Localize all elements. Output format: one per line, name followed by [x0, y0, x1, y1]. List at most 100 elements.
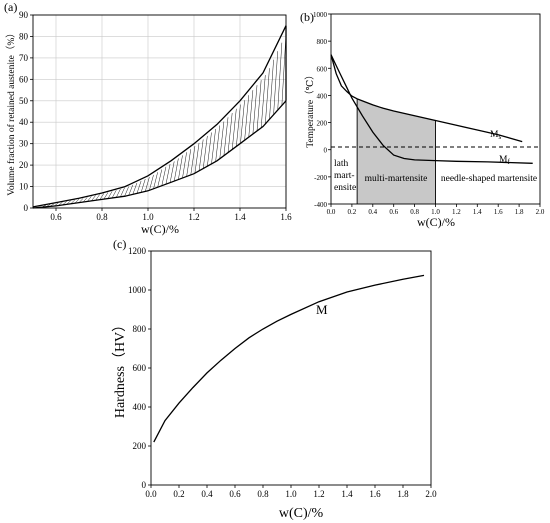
- panel-a-hatch-line: [256, 80, 262, 131]
- panel-c-x-tick-label: 0.2: [173, 489, 184, 499]
- panel-a-hatch-line: [227, 113, 233, 153]
- panel-c-x-tick-label: 1.2: [313, 489, 324, 499]
- panel-a-y-tick-label: 60: [19, 74, 29, 84]
- panel-a-hatch-line: [116, 188, 121, 198]
- panel-b-y-tick-label: -200: [314, 174, 327, 182]
- panel-a-hatch-line: [178, 155, 183, 180]
- panel-a-y-axis-label: Volume fraction of retained austenite（%）: [5, 28, 17, 196]
- panel-b-y-tick-label: 0: [324, 147, 328, 155]
- panel-a-upper-bound-line: [32, 25, 287, 208]
- panel-b-x-tick-label: 2.0: [536, 208, 545, 216]
- panel-b-region-lath-3: ensite: [334, 183, 356, 193]
- panel-b-x-tick-label: 1.0: [431, 208, 440, 216]
- panel-a-hatch-line: [111, 190, 117, 199]
- panel-a-hatch-line: [120, 187, 125, 197]
- panel-a-hatch-line: [260, 75, 266, 128]
- panel-c-x-tick-label: 0.8: [257, 489, 269, 499]
- panel-b-x-tick-label: 1.2: [452, 208, 461, 216]
- panel-a-hatch-line: [198, 139, 204, 171]
- panel-c-y-tick-label: 800: [133, 324, 147, 334]
- panel-b-multi-martensite-region: [357, 98, 436, 204]
- panel-a-y-tick-label: 70: [19, 53, 29, 63]
- panel-c-y-ticks: 0 200 400 600 800 1000 1200: [128, 246, 151, 490]
- panel-c-x-tick-label: 1.4: [341, 489, 353, 499]
- panel-b-region-multi: multi-martensite: [365, 174, 428, 184]
- panel-b-x-tick-label: 1.4: [473, 208, 482, 216]
- panel-a-hatch-line: [140, 178, 146, 193]
- panel-a-hatch-line: [219, 121, 225, 159]
- panel-b-x-tick-label: 0.8: [410, 208, 419, 216]
- panel-a-hatch-line: [165, 164, 171, 185]
- panel-a-hatch-line: [136, 180, 142, 194]
- panel-a-hatch-line: [273, 51, 278, 115]
- panel-a-y-tick-label: 50: [19, 96, 29, 106]
- panel-a-hatch-line: [190, 146, 196, 175]
- panel-a-label: (a): [4, 0, 17, 14]
- panel-b-curves: [330, 54, 533, 204]
- panel-c-axes-frame: [150, 250, 432, 486]
- panel-a-hatch-line: [202, 135, 208, 169]
- panel-b-ms-label: Ms: [490, 130, 501, 141]
- panel-b-x-ticks: 0.0 0.2 0.4 0.6 0.8 1.0 1.2 1.4 1.6 1.8 2.0: [327, 204, 545, 216]
- panel-b-y-tick-label: 1000: [313, 11, 328, 19]
- panel-b-region-lath-2: mart-: [334, 171, 355, 181]
- panel-c-curves: [153, 274, 425, 443]
- panel-c-x-tick-label: 1.6: [369, 489, 381, 499]
- panel-a-y-ticks: 0 10 20 30 40 50 60 70 80 90: [19, 10, 33, 213]
- panel-b-region-needle: needle-shaped martensite: [441, 174, 537, 184]
- panel-b-ms-line: [330, 54, 523, 143]
- panel-b-region-lath-1: lath: [334, 159, 348, 169]
- panel-a-hatch-line: [231, 108, 237, 150]
- panel-c: (c) 0.0 0.2 0.4 0.6 0.8 1.0 1.2 1.4 1.6 1.8 2.0 0 2…: [112, 237, 437, 521]
- panel-a-hatch-line: [236, 104, 241, 147]
- panel-a-x-tick-label: 0.6: [50, 212, 62, 222]
- panel-a-x-tick-label: 1.0: [142, 212, 154, 222]
- panel-a-hatch-line: [248, 90, 254, 138]
- panel-c-y-tick-label: 1200: [128, 246, 147, 256]
- panel-b-y-tick-label: -400: [314, 201, 327, 209]
- panel-b-y-ticks: 1000 800 600 400 200 0 -200 -400: [313, 11, 331, 209]
- panel-a-hatch-line: [194, 142, 200, 174]
- panel-b-y-tick-label: 800: [317, 38, 328, 46]
- panel-b-x-tick-label: 0.4: [368, 208, 377, 216]
- panel-b-mf-line: [330, 54, 533, 164]
- panel-a-y-tick-label: 10: [19, 182, 29, 192]
- panel-c-x-tick-label: 0.0: [145, 489, 157, 499]
- panel-b-x-axis-label: w(C)/%: [417, 215, 455, 229]
- panel-a-hatch-line: [149, 174, 154, 191]
- panel-c-x-tick-label: 0.4: [201, 489, 213, 499]
- panel-a-hatch-line: [153, 172, 158, 189]
- panel-a-hatch-line: [124, 186, 129, 197]
- panel-a-x-tick-label: 1.6: [280, 212, 292, 222]
- panel-a-hatch-line: [107, 191, 113, 199]
- panel-c-hardness-line: [153, 274, 425, 443]
- panel-b-y-tick-label: 400: [317, 92, 328, 100]
- panel-a-x-tick-label: 1.4: [234, 212, 246, 222]
- panel-a-hatch-line: [95, 194, 100, 201]
- panel-b-y-axis-label: Temperature（℃）: [304, 70, 316, 148]
- panel-b-x-tick-label: 0.0: [327, 208, 336, 216]
- panel-b-y-tick-label: 200: [317, 120, 328, 128]
- panel-a-x-tick-label: 0.8: [96, 212, 108, 222]
- panel-a-hatch-line: [207, 132, 212, 167]
- panel-a-hatch-line: [240, 100, 245, 144]
- panel-a-y-tick-label: 20: [19, 160, 29, 170]
- panel-c-x-tick-label: 1.0: [285, 489, 297, 499]
- panel-a-hatch-line: [87, 196, 92, 202]
- panel-c-y-tick-label: 0: [142, 480, 147, 490]
- panel-a-hatch-line: [281, 34, 287, 106]
- panel-a-hatch-line: [223, 117, 229, 156]
- panel-a-y-tick-label: 90: [19, 10, 29, 20]
- panel-a-hatch-line: [145, 177, 150, 192]
- panel-c-y-tick-label: 600: [133, 363, 147, 373]
- panel-c-x-axis-label: w(C)/%: [279, 506, 324, 521]
- panel-a-hatch-line: [103, 192, 109, 200]
- panel-a-y-tick-label: 40: [19, 117, 29, 127]
- panel-a-hatch-line: [157, 169, 163, 188]
- panel-a-y-tick-label: 0: [24, 203, 29, 213]
- panel-a-hatch-line: [169, 161, 175, 183]
- panel-c-x-ticks: 0.0 0.2 0.4 0.6 0.8 1.0 1.2 1.4 1.6 1.8 2.0: [145, 485, 437, 499]
- panel-b-x-tick-label: 1.8: [515, 208, 524, 216]
- panel-a-hatch-line: [265, 68, 270, 124]
